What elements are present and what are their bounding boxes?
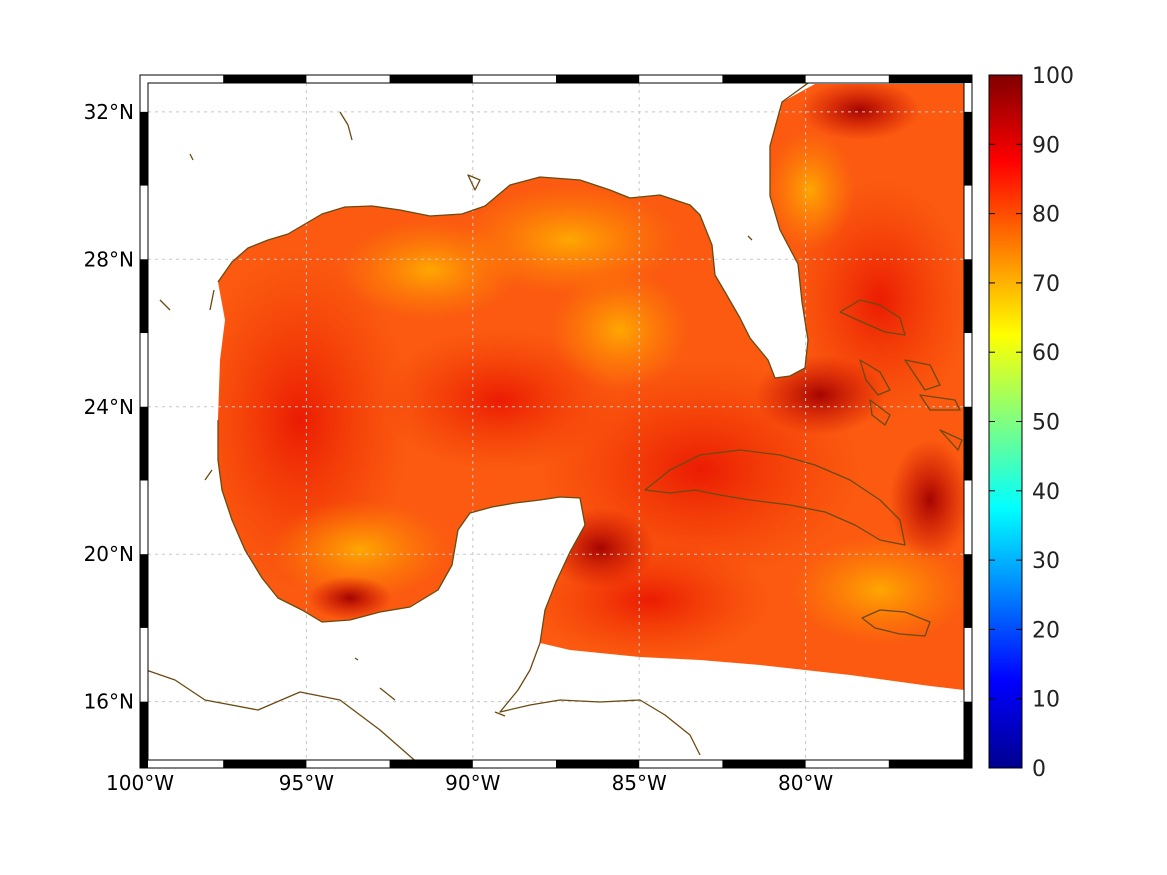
- coast-north-america: [148, 670, 416, 760]
- colorbar-tick-label: 20: [1032, 618, 1060, 643]
- coast-gulf-mainland: [217, 83, 810, 379]
- lat-tick-label: 32°N: [84, 100, 134, 124]
- frame-segment-left: [140, 701, 148, 768]
- coast-jamaica: [861, 609, 931, 637]
- frame-segment-left: [140, 259, 148, 334]
- lat-tick-label: 20°N: [84, 542, 134, 566]
- coast-cuba: [644, 449, 906, 546]
- frame-segment-top: [722, 75, 806, 83]
- frame-segment-left: [140, 111, 148, 186]
- colorbar-tick-label: 100: [1032, 64, 1074, 89]
- lat-tick-label: 24°N: [84, 395, 134, 419]
- field-orange-florida: [765, 130, 855, 250]
- frame-segment-right: [964, 701, 972, 768]
- colorbar-tick-label: 70: [1032, 272, 1060, 297]
- coast-central-america: [499, 642, 701, 756]
- field-hotspot-east-cuba: [890, 440, 964, 560]
- coast-mexico-yucatan: [217, 420, 586, 644]
- data-field: [218, 84, 964, 690]
- field-orange-center: [550, 270, 690, 390]
- map-frame: [139, 74, 973, 769]
- frame-segment-top: [556, 75, 640, 83]
- frame-segment-top: [888, 75, 972, 83]
- coast-islands-small: [159, 111, 753, 717]
- lon-tick-label: 90°W: [445, 771, 500, 795]
- frame-segment-bottom: [888, 760, 972, 768]
- field-hotspot-campeche: [308, 576, 392, 620]
- latitude-labels: 32°N 28°N 24°N 20°N 16°N: [84, 100, 134, 714]
- lat-tick-label: 16°N: [84, 690, 134, 714]
- frame-segment-right: [964, 406, 972, 481]
- lon-tick-label: 80°W: [778, 771, 833, 795]
- colorbar-tick-label: 60: [1032, 341, 1060, 366]
- frame-segment-bottom: [556, 760, 640, 768]
- field-hotspot-north-atlantic: [800, 84, 920, 140]
- lon-tick-label: 95°W: [279, 771, 334, 795]
- colorbar-tick-label: 50: [1032, 411, 1060, 436]
- lon-tick-label: 85°W: [612, 771, 667, 795]
- frame-segment-right: [964, 259, 972, 334]
- coastlines: [148, 83, 963, 760]
- colorbar-tick-label: 90: [1032, 133, 1060, 158]
- frame-segment-right: [964, 111, 972, 186]
- frame-segment-top: [389, 75, 473, 83]
- field-orange-northwest: [340, 220, 520, 320]
- coast-bahamas: [839, 299, 963, 451]
- lat-tick-label: 28°N: [84, 247, 134, 271]
- field-orange-jamaica: [790, 535, 964, 645]
- field-orange-southwest: [270, 500, 450, 600]
- colorbar-tick-label: 40: [1032, 480, 1060, 505]
- map-area: [148, 83, 964, 760]
- grid-lines: [148, 83, 964, 760]
- frame-segment-bottom: [389, 760, 473, 768]
- frame-segment-bottom: [722, 760, 806, 768]
- frame-segment-left: [140, 406, 148, 481]
- colorbar-tick-label: 0: [1032, 757, 1046, 782]
- frame-segment-left: [140, 554, 148, 628]
- colorbar-tick-label: 80: [1032, 203, 1060, 228]
- frame-segment-right: [964, 554, 972, 628]
- colorbar-tick-label: 30: [1032, 549, 1060, 574]
- longitude-labels: 100°W 95°W 90°W 85°W 80°W: [106, 771, 833, 795]
- lon-tick-label: 100°W: [106, 771, 174, 795]
- colorbar-tick-label: 10: [1032, 688, 1060, 713]
- frame-segment-top: [223, 75, 307, 83]
- frame-segment-bottom: [223, 760, 307, 768]
